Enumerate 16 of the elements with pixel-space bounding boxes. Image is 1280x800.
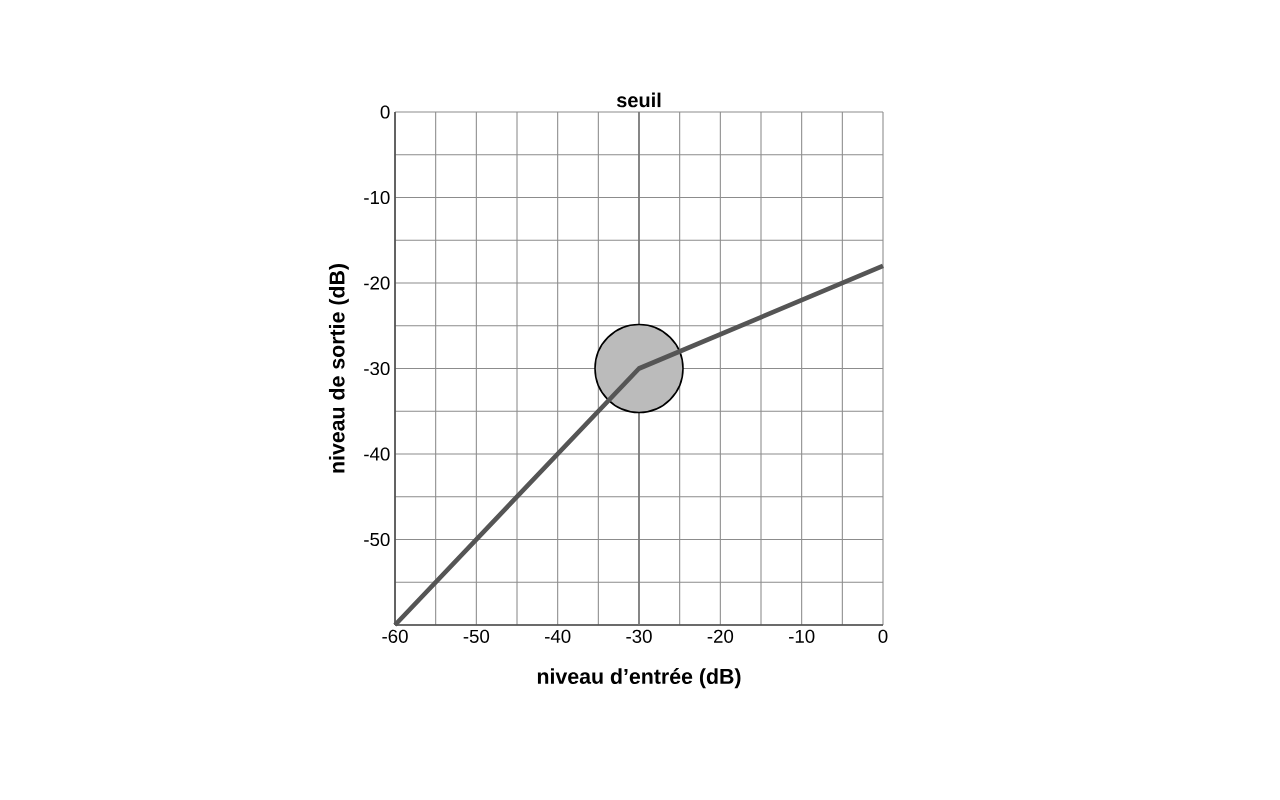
x-tick-label: -20: [707, 629, 734, 643]
y-tick-label: -20: [364, 276, 390, 290]
y-tick-label: -40: [364, 447, 390, 461]
x-tick-label: -60: [382, 629, 408, 643]
x-tick-label: -10: [789, 629, 815, 643]
x-axis-title: niveau d’entrée (dB): [537, 668, 741, 689]
y-tick-label: -10: [364, 190, 390, 205]
x-tick-label: -50: [463, 629, 490, 643]
y-tick-label: -30: [364, 361, 390, 376]
y-axis-title: niveau de sortie (dB): [328, 264, 349, 473]
y-tick-label: -50: [364, 532, 390, 547]
x-tick-label: -40: [545, 629, 571, 643]
ref-line-label: seuil: [616, 92, 661, 108]
y-tick-label: 0: [380, 105, 390, 119]
x-tick-label: -30: [626, 629, 652, 643]
x-tick-label: 0: [878, 629, 888, 643]
